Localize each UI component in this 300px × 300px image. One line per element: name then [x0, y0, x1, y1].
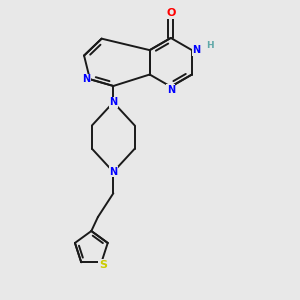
- Text: O: O: [166, 8, 176, 18]
- Text: N: N: [82, 74, 90, 84]
- Text: S: S: [99, 260, 107, 270]
- Text: H: H: [206, 41, 214, 50]
- Text: N: N: [109, 167, 117, 177]
- Text: N: N: [109, 97, 117, 107]
- Text: N: N: [167, 85, 175, 95]
- Text: N: N: [192, 45, 200, 55]
